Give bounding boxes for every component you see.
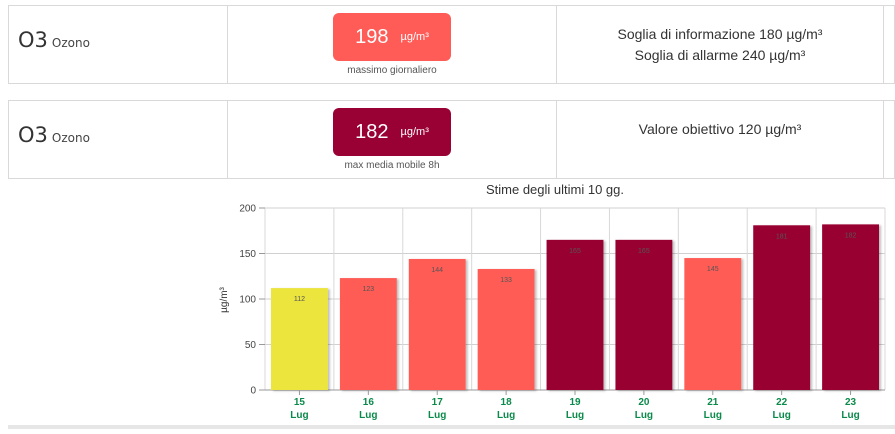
threshold-cell: Soglia di informazione 180 µg/m³ Soglia … (557, 6, 884, 83)
badge-unit: µg/m³ (400, 126, 429, 138)
x-tick-label-day: 22 (776, 397, 788, 408)
bar-value-label: 144 (431, 267, 443, 274)
x-tick-label-month: Lug (290, 410, 308, 421)
pollutant-name: Ozono (51, 36, 90, 50)
bar-value-label: 182 (845, 232, 857, 239)
bar[interactable] (408, 258, 466, 390)
pollutant-code: O3 (18, 28, 48, 52)
bar-value-label: 133 (500, 277, 512, 284)
bar[interactable] (684, 258, 742, 390)
y-tick-label: 200 (239, 204, 256, 215)
y-axis-label: µg/m³ (219, 286, 230, 312)
estimates-chart: Stime degli ultimi 10 gg. µg/m³ 112 123 14… (0, 178, 895, 429)
value-cell: 182 µg/m³ max media mobile 8h (228, 101, 557, 178)
threshold-text: Valore obiettivo 120 µg/m³ (557, 119, 883, 140)
threshold-alarm: Soglia di allarme 240 µg/m³ (634, 47, 806, 63)
badge-caption: massimo giornaliero (347, 65, 437, 76)
bar-value-label: 181 (776, 233, 788, 240)
x-tick-label-day: 20 (638, 397, 650, 408)
ozone-max-daily-row: O3 Ozono 198 µg/m³ massimo giornaliero So… (8, 5, 895, 84)
x-tick-label-month: Lug (841, 410, 859, 421)
bar[interactable] (271, 288, 328, 390)
y-axis-ticks: 0 50 100 150 200 (239, 204, 265, 397)
bar-value-label: 145 (707, 266, 719, 273)
x-tick-label-month: Lug (497, 410, 515, 421)
badge-value: 198 (355, 25, 389, 48)
x-axis-ticks: 15 Lug 16 Lug 17 Lug 18 Lug 19 Lug 20 Lug 21 Lug 22 Lug… (290, 390, 860, 421)
bar[interactable] (822, 224, 879, 390)
y-tick-label: 0 (250, 386, 256, 397)
value-badge: 182 µg/m³ (333, 108, 451, 156)
x-tick-label-day: 15 (294, 397, 306, 408)
bars: 112 123 144 133 165 165 145 181 182 (271, 224, 879, 390)
x-tick-label-day: 23 (845, 397, 857, 408)
pollutant-code: O3 (18, 123, 48, 147)
bar[interactable] (339, 278, 397, 390)
threshold-text: Soglia di informazione 180 µg/m³ Soglia … (557, 24, 883, 66)
bar[interactable] (477, 268, 535, 390)
threshold-target: Valore obiettivo 120 µg/m³ (638, 121, 802, 137)
x-tick-label-day: 21 (707, 397, 719, 408)
badge-caption: max media mobile 8h (344, 160, 440, 171)
badge-unit: µg/m³ (400, 31, 429, 43)
x-tick-label-day: 17 (432, 397, 444, 408)
x-tick-label-day: 18 (501, 397, 513, 408)
pollutant-cell: O3 Ozono (9, 6, 228, 83)
bar-value-label: 165 (638, 248, 650, 255)
bar-value-label: 165 (569, 248, 581, 255)
bar-chart-svg: Stime degli ultimi 10 gg. µg/m³ 112 123 14… (219, 182, 886, 421)
ozone-8h-row: O3 Ozono 182 µg/m³ max media mobile 8h Va… (8, 100, 895, 179)
pollutant-cell: O3 Ozono (9, 101, 228, 178)
x-tick-label-month: Lug (359, 410, 377, 421)
x-tick-label-month: Lug (773, 410, 791, 421)
y-tick-label: 50 (245, 340, 257, 351)
threshold-info: Soglia di informazione 180 µg/m³ (617, 26, 823, 42)
bar[interactable] (546, 239, 604, 390)
chart-title: Stime degli ultimi 10 gg. (486, 182, 624, 197)
x-tick-label-day: 19 (569, 397, 581, 408)
y-tick-label: 100 (239, 295, 256, 306)
value-cell: 198 µg/m³ massimo giornaliero (228, 6, 557, 83)
value-badge: 198 µg/m³ (333, 13, 451, 61)
threshold-cell: Valore obiettivo 120 µg/m³ (557, 101, 884, 178)
bottom-divider (8, 425, 895, 429)
y-tick-label: 150 (239, 249, 256, 260)
x-tick-label-month: Lug (635, 410, 653, 421)
x-tick-label-day: 16 (363, 397, 375, 408)
badge-value: 182 (355, 120, 389, 143)
x-tick-label-month: Lug (704, 410, 722, 421)
bar-value-label: 123 (362, 286, 374, 293)
pollutant-label: O3 Ozono (18, 123, 90, 147)
x-tick-label-month: Lug (566, 410, 584, 421)
bar[interactable] (615, 239, 673, 390)
bar-value-label: 112 (294, 296, 305, 303)
bar[interactable] (753, 225, 811, 390)
x-tick-label-month: Lug (428, 410, 446, 421)
pollutant-label: O3 Ozono (18, 28, 90, 52)
pollutant-name: Ozono (51, 131, 90, 145)
